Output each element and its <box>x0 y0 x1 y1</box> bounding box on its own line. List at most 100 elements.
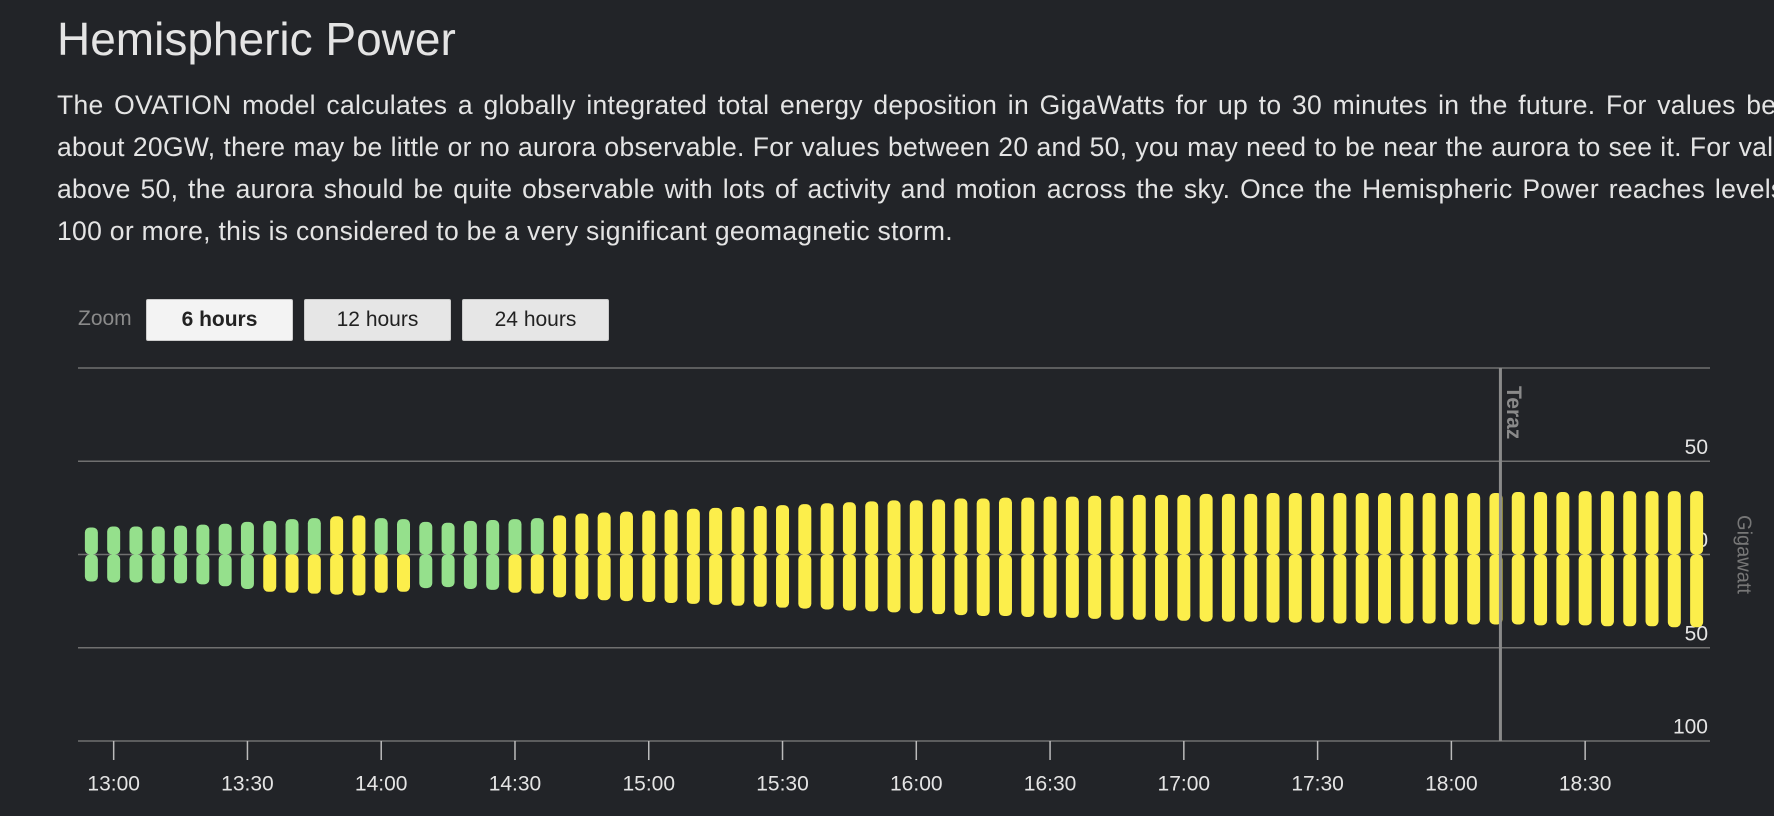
bar <box>1556 554 1570 626</box>
bar <box>151 554 165 584</box>
bar <box>976 554 990 617</box>
bar <box>1444 492 1458 555</box>
bar <box>1534 492 1548 555</box>
bar <box>887 554 901 613</box>
bar <box>352 515 366 555</box>
bar <box>84 527 98 555</box>
x-tick-label: 18:00 <box>1425 773 1478 796</box>
zoom-button[interactable]: 6 hours <box>146 299 293 341</box>
bar <box>1288 554 1302 623</box>
bar <box>1578 491 1592 555</box>
bar <box>240 554 254 590</box>
bar <box>1444 554 1458 625</box>
bar <box>1177 554 1191 621</box>
x-tick-label: 15:30 <box>756 773 809 796</box>
x-tick-label: 14:30 <box>489 773 542 796</box>
bar <box>1088 554 1102 619</box>
bar <box>1132 494 1146 555</box>
bar <box>419 554 433 589</box>
bar <box>419 521 433 555</box>
bar <box>932 499 946 555</box>
bar <box>1288 492 1302 555</box>
bar <box>196 524 210 555</box>
bar <box>1110 554 1124 620</box>
bar <box>1355 492 1369 555</box>
bar <box>151 526 165 555</box>
bar <box>998 497 1012 555</box>
bar <box>1467 554 1481 625</box>
bar <box>820 503 834 555</box>
x-tick-label: 14:00 <box>355 773 408 796</box>
bar <box>218 523 232 555</box>
zoom-button[interactable]: 24 hours <box>462 299 609 341</box>
bar <box>1199 493 1213 555</box>
bar <box>954 554 968 616</box>
bar <box>196 554 210 585</box>
bar <box>865 501 879 555</box>
page-title: Hemispheric Power <box>57 13 456 65</box>
bar <box>486 519 500 555</box>
bar <box>597 554 611 601</box>
bar <box>1311 492 1325 555</box>
bar <box>330 516 344 555</box>
bar <box>240 521 254 555</box>
description: The OVATION model calculates a globally … <box>57 90 1774 246</box>
bar <box>753 554 767 607</box>
bar <box>686 554 700 604</box>
bar <box>1623 491 1637 555</box>
bar <box>1266 554 1280 623</box>
bar <box>486 554 500 590</box>
bar <box>686 508 700 555</box>
bar <box>842 502 856 555</box>
bar <box>397 519 411 555</box>
bar <box>1578 554 1592 626</box>
bar <box>1088 495 1102 555</box>
bar <box>263 520 277 555</box>
bar <box>664 554 678 603</box>
bar <box>619 511 633 555</box>
bar <box>798 504 812 555</box>
bar <box>865 554 879 612</box>
bar <box>820 554 834 610</box>
bar <box>887 500 901 555</box>
x-tick-label: 13:00 <box>87 773 140 796</box>
bar <box>463 520 477 555</box>
bar <box>285 519 299 555</box>
bar <box>1667 554 1681 628</box>
bar <box>107 554 121 583</box>
bar <box>307 554 321 594</box>
bar <box>285 554 299 593</box>
y-tick-label: 50 <box>1685 436 1708 459</box>
bar <box>553 515 567 555</box>
bar <box>1132 554 1146 620</box>
bar <box>107 526 121 555</box>
bar <box>1177 494 1191 555</box>
x-tick-label: 16:30 <box>1024 773 1077 796</box>
bar <box>374 554 388 593</box>
x-tick-label: 17:30 <box>1291 773 1344 796</box>
bar <box>753 506 767 555</box>
bar <box>776 505 790 555</box>
bar <box>798 554 812 609</box>
bar <box>1155 494 1169 555</box>
bar <box>1467 492 1481 555</box>
bar <box>1645 554 1659 627</box>
bar <box>731 506 745 555</box>
bar <box>1511 554 1525 625</box>
bar <box>1244 554 1258 622</box>
bar <box>1266 492 1280 555</box>
bar <box>1155 554 1169 621</box>
bar <box>909 554 923 614</box>
now-label: Teraz <box>1502 386 1525 439</box>
bar <box>1690 491 1704 555</box>
bar <box>842 554 856 611</box>
bar <box>1690 554 1704 628</box>
bar <box>129 554 143 583</box>
bar <box>575 513 589 555</box>
bar <box>1400 492 1414 555</box>
bar <box>1534 554 1548 626</box>
bar <box>1221 493 1235 555</box>
zoom-button[interactable]: 12 hours <box>304 299 451 341</box>
